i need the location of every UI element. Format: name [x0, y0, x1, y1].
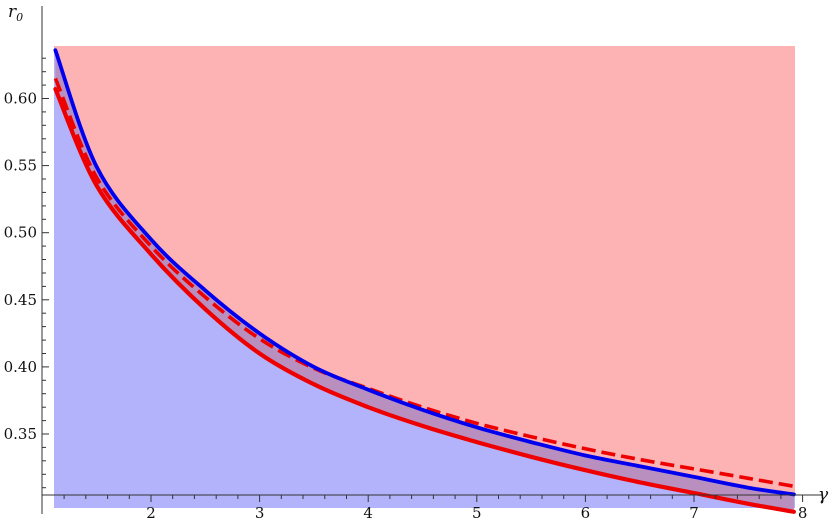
region-band [55, 50, 794, 512]
region-below [54, 46, 795, 508]
shaded-regions [54, 46, 795, 512]
y-axis-label-subscript: 0 [16, 11, 23, 24]
x-tick-label: 5 [472, 504, 482, 522]
x-tick-label: 6 [581, 504, 591, 522]
x-tick-label: 2 [146, 504, 156, 522]
series-red-solid-line [53, 87, 796, 514]
y-tick-label: 0.50 [4, 224, 37, 242]
x-tick-label: 3 [255, 504, 265, 522]
x-axis-label: γ [818, 485, 829, 505]
x-tick-label: 4 [363, 504, 373, 522]
y-tick-label: 0.45 [4, 291, 37, 309]
x-tick-label: 8 [798, 504, 808, 522]
series-red-dashed-line [53, 77, 795, 489]
y-tick-label: 0.55 [4, 157, 37, 175]
y-axis-label: r0 [8, 2, 23, 24]
series-blue-line [53, 48, 796, 497]
y-tick-label: 0.35 [4, 425, 37, 443]
y-tick-label: 0.40 [4, 358, 37, 376]
y-axis-label-main: r [8, 2, 17, 22]
y-tick-label: 0.60 [4, 90, 37, 108]
x-tick-label: 7 [689, 504, 699, 522]
curves [53, 48, 796, 514]
axes: 0.35 0.40 0.45 0.50 0.55 0.60 2 3 4 5 6 7 8 [4, 6, 822, 522]
